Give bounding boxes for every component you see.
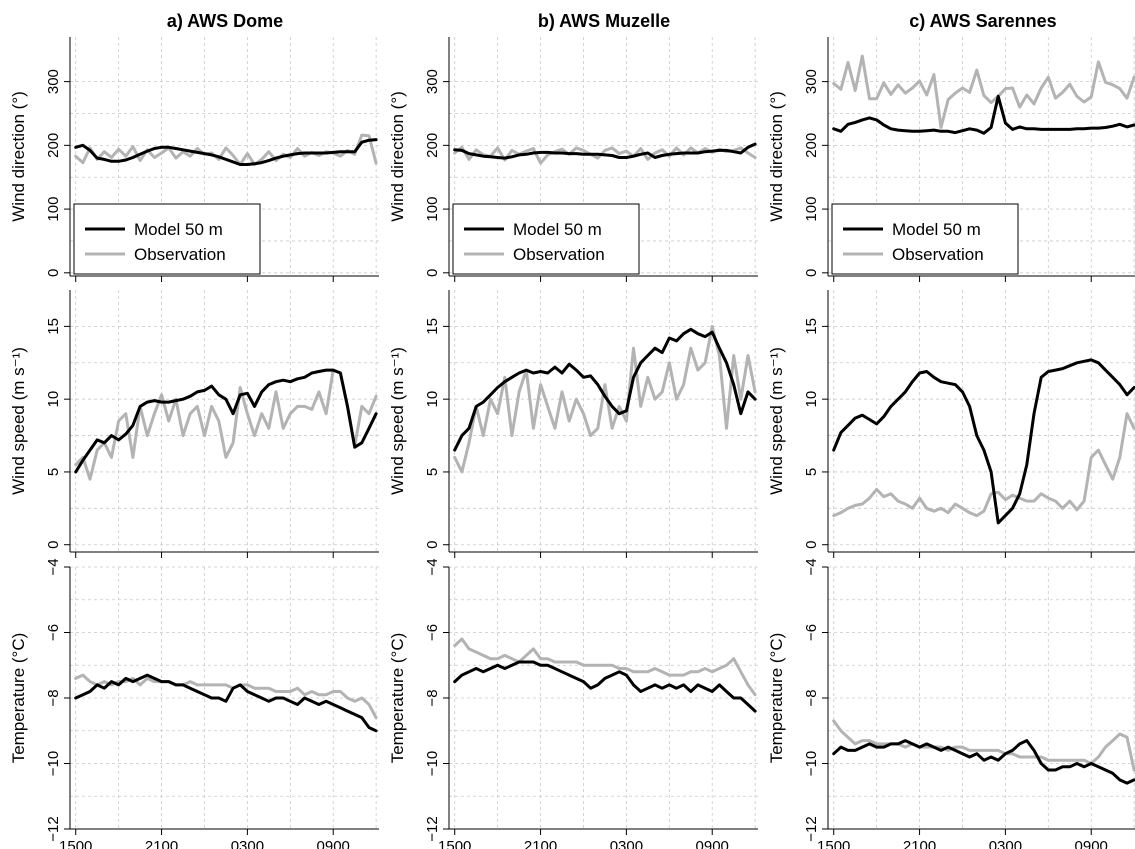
y-tick-label: 0 [45,541,62,549]
series-line-observation [832,54,1135,129]
x-tick-label: 1500 [817,838,850,849]
column-title-c: c) AWS Sarennes [909,11,1056,31]
y-axis-label: Wind direction (°) [767,91,786,222]
y-tick-label: 100 [424,197,441,222]
legend-sarennes: Model 50 m Observation [831,203,1019,275]
y-tick-label: −12 [424,816,441,841]
series-line-observation [74,368,378,481]
y-tick-label: 15 [45,318,62,335]
y-tick-label: −8 [45,689,62,706]
y-tick-label: 0 [424,269,441,277]
y-tick-label: 15 [424,318,441,335]
y-tick-label: 300 [45,69,62,94]
series-line-model [453,327,757,452]
y-tick-label: 5 [424,468,441,476]
series-line-model [74,138,378,166]
y-tick-label: 300 [424,69,441,94]
y-tick-label: −12 [45,816,62,841]
y-tick-label: 0 [803,269,820,277]
panel-wind-speed-sarennes: 0 5 10 15 Wind speed (m s⁻¹) [767,290,1135,558]
series-line-model [453,660,757,713]
y-tick-label: −12 [803,816,820,841]
y-axis-label: Wind speed (m s⁻¹) [9,347,28,495]
x-tick-label: 1500 [59,838,92,849]
series-line-observation [832,719,1135,772]
y-tick-label: 10 [424,391,441,408]
panel-temperature-dome: −12 −10 −8 −6 −4 1500 2100 0300 0900 Temperature … [9,558,379,849]
y-axis-label: Wind speed (m s⁻¹) [767,347,786,495]
x-tick-label: 2100 [145,838,178,849]
y-tick-label: 10 [803,391,820,408]
y-tick-label: 200 [424,133,441,158]
y-tick-label: 0 [803,541,820,549]
column-title-a: a) AWS Dome [167,11,283,31]
y-tick-label: 0 [424,541,441,549]
x-tick-label: 0900 [696,838,729,849]
x-tick-label: 0900 [1075,838,1108,849]
y-tick-label: −6 [45,624,62,641]
legend-muzelle: Model 50 m Observation [452,203,640,275]
legend-model-label: Model 50 m [513,220,602,239]
y-tick-label: −4 [803,558,820,575]
y-tick-label: 200 [45,133,62,158]
y-tick-label: 10 [45,391,62,408]
panel-temperature-sarennes: −12 −10 −8 −6 −4 1500 2100 0300 0900 Temperature … [767,558,1135,849]
x-tick-label: 0300 [610,838,643,849]
x-tick-label: 2100 [524,838,557,849]
series-line-model [832,358,1135,525]
y-tick-label: −6 [424,624,441,641]
y-tick-label: 100 [803,197,820,222]
y-tick-label: −4 [45,558,62,575]
series-line-observation [74,673,378,720]
x-tick-label: 0300 [989,838,1022,849]
legend-observation-label: Observation [892,245,984,264]
legend-observation-label: Observation [513,245,605,264]
y-tick-label: −10 [45,751,62,776]
x-tick-label: 0300 [231,838,264,849]
y-axis-label: Temperature (°C) [388,633,407,764]
y-axis-label: Wind speed (m s⁻¹) [388,347,407,495]
y-tick-label: 15 [803,318,820,335]
y-tick-label: 200 [803,133,820,158]
series-line-model [74,368,378,474]
panel-wind-speed-dome: 0 5 10 15 Wind speed (m s⁻¹) [9,290,379,558]
panel-wind-direction-muzelle: 0 100 200 300 Wind direction (°) [388,37,758,282]
y-tick-label: 300 [803,69,820,94]
series-line-model [832,94,1135,135]
y-axis-label: Temperature (°C) [767,633,786,764]
column-title-b: b) AWS Muzelle [538,11,670,31]
legend-model-label: Model 50 m [892,220,981,239]
y-tick-label: −10 [424,751,441,776]
series-line-model [453,142,757,160]
y-axis-label: Wind direction (°) [9,91,28,222]
y-axis-label: Temperature (°C) [9,633,28,764]
y-tick-label: −10 [803,751,820,776]
x-tick-label: 2100 [903,838,936,849]
y-tick-label: 5 [45,468,62,476]
series-line-model [832,739,1135,785]
y-tick-label: −8 [424,689,441,706]
y-tick-label: −8 [803,689,820,706]
legend-model-label: Model 50 m [134,220,223,239]
legend-observation-label: Observation [134,245,226,264]
panel-wind-speed-muzelle: 0 5 10 15 Wind speed (m s⁻¹) [388,290,758,558]
series-line-observation [453,145,757,165]
y-tick-label: 100 [45,197,62,222]
legend-dome: Model 50 m Observation [73,203,261,275]
y-tick-label: −6 [803,624,820,641]
series-line-observation [453,324,757,474]
x-tick-label: 0900 [317,838,350,849]
y-tick-label: −4 [424,558,441,575]
panel-temperature-muzelle: −12 −10 −8 −6 −4 1500 2100 0300 0900 Temperature … [388,558,758,849]
series-line-observation [832,412,1135,518]
series-line-model [74,673,378,733]
y-tick-label: 5 [803,468,820,476]
y-tick-label: 0 [45,269,62,277]
series-line-observation [453,637,757,697]
x-tick-label: 1500 [438,838,471,849]
y-axis-label: Wind direction (°) [388,91,407,222]
